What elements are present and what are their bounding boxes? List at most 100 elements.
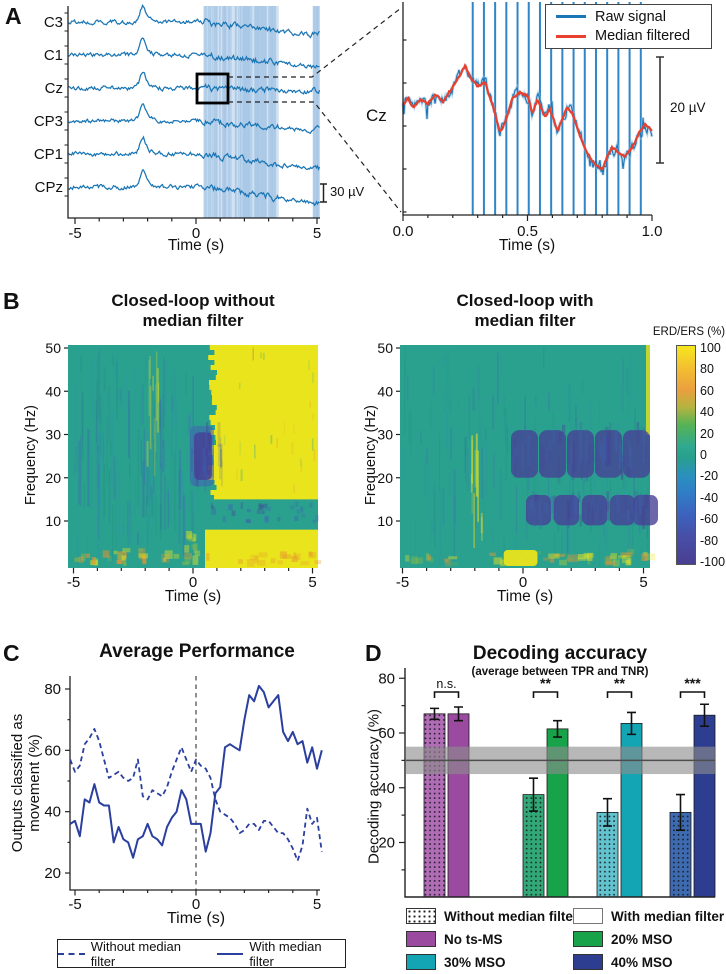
x-tick-label: -5 bbox=[68, 225, 81, 242]
panel-a-left-xlabel: Time (s) bbox=[167, 237, 225, 254]
bar-No-ts-MS-without bbox=[423, 713, 446, 898]
raw-signal-trace bbox=[402, 65, 653, 176]
x-tick-label: -5 bbox=[396, 574, 409, 591]
with-median-filter-label: With median filter bbox=[249, 938, 322, 969]
ers-saturated-region bbox=[206, 345, 318, 500]
d-legend-without-label: Without median filter bbox=[444, 908, 579, 924]
panel-a-cz-label: Cz bbox=[366, 106, 387, 125]
panel-c-plot: -5 0 5 80 60 40 20 bbox=[44, 676, 323, 913]
with-filter-series bbox=[69, 684, 323, 859]
panel-c-axes bbox=[69, 676, 320, 891]
eeg-trace-C1 bbox=[68, 37, 320, 70]
erd-beta-blob bbox=[567, 430, 594, 478]
panel-b-left-title-line1: Closed-loop without bbox=[111, 291, 275, 310]
legend-without-median-filter: Without median filter bbox=[58, 939, 204, 969]
y-tick-label: 40 bbox=[44, 804, 61, 821]
panel-b-right-ylabel: Frequency (Hz) bbox=[363, 405, 379, 505]
error-bar bbox=[627, 711, 636, 736]
erd-alpha-blob bbox=[633, 495, 658, 526]
without-median-filter-swatch bbox=[406, 908, 436, 924]
mso20-swatch bbox=[573, 931, 603, 947]
channel-label-CPz: CPz bbox=[35, 179, 63, 196]
erd-beta-blob bbox=[539, 430, 566, 478]
panel-c-ylabel-line1: Outputs classified as bbox=[9, 713, 26, 853]
y-tick-label: 80 bbox=[378, 670, 395, 687]
legend-raw-signal: Raw signal bbox=[556, 9, 711, 25]
raw-signal-halo bbox=[401, 63, 654, 176]
d-legend-20mso-label: 20% MSO bbox=[611, 931, 673, 947]
erd-beta-blob bbox=[595, 430, 622, 478]
significance-bracket bbox=[679, 691, 706, 698]
panel-c-ylabel: Outputs classified as movement (%) bbox=[9, 663, 43, 903]
colorbar bbox=[676, 345, 696, 565]
error-bar bbox=[676, 793, 685, 831]
panel-c-legend: Without median filter With median filter bbox=[57, 938, 346, 969]
solid-line-sample bbox=[216, 952, 244, 955]
y-tick-label: 80 bbox=[44, 681, 61, 698]
panel-d-label: D bbox=[365, 640, 382, 666]
zoom-connector-lines bbox=[228, 7, 402, 213]
x-tick-label: 5 bbox=[308, 574, 316, 591]
zoom-box bbox=[195, 72, 230, 105]
median-filtered-trace bbox=[401, 63, 653, 171]
x-tick-label: 0 bbox=[192, 896, 200, 913]
panel-c-ylabel-line2: movement (%) bbox=[26, 734, 43, 832]
eeg-trace-C3 bbox=[68, 3, 320, 39]
panel-b-right-title-line1: Closed-loop with bbox=[456, 291, 594, 310]
y-tick-label: 10 bbox=[45, 513, 61, 529]
scalebar-20uv bbox=[656, 56, 664, 164]
mso40-swatch bbox=[573, 954, 603, 970]
error-bar bbox=[529, 777, 538, 812]
raw-signal-line-sample bbox=[556, 15, 586, 19]
erd-alpha-blob bbox=[582, 495, 607, 526]
panel-a-scalebar-30uv-label: 30 µV bbox=[330, 184, 365, 199]
erd-alpha-blob bbox=[526, 495, 551, 526]
y-tick-label: 60 bbox=[44, 742, 61, 759]
significance-label: n.s. bbox=[436, 677, 456, 691]
panel-b-right-title: Closed-loop with median filter bbox=[395, 291, 655, 331]
error-bar bbox=[430, 707, 439, 721]
x-tick-label: 0 bbox=[189, 574, 197, 591]
panel-b-right-title-line2: median filter bbox=[474, 311, 576, 330]
d-legend-no-tsms-label: No ts-MS bbox=[444, 931, 503, 947]
panel-b-plots: -5 0 5 50 40 30 20 10 -5 0 5 50 40 30 20 10 bbox=[45, 340, 658, 591]
panel-d-title: Decoding accuracy bbox=[472, 643, 648, 664]
panel-a-legend: Raw signal Median filtered bbox=[545, 4, 712, 49]
panel-b-left-xlabel: Time (s) bbox=[164, 588, 222, 605]
dashed-line-sample bbox=[58, 952, 85, 955]
y-tick-label: 20 bbox=[45, 470, 61, 486]
eeg-trace-CPz bbox=[68, 169, 320, 207]
y-tick-label: 40 bbox=[378, 780, 395, 797]
panel-d-legend-row3: 30% MSO 40% MSO bbox=[406, 954, 673, 970]
erd-beta-blob bbox=[511, 430, 538, 478]
panel-b-left-ylabel: Frequency (Hz) bbox=[23, 405, 39, 505]
panel-b-label: B bbox=[3, 288, 20, 314]
significance-bracket bbox=[606, 691, 633, 698]
panel-c-label: C bbox=[3, 640, 20, 666]
ers-low-freq-burst bbox=[503, 550, 538, 566]
x-tick-label: 5 bbox=[313, 225, 321, 242]
panel-a-scalebar-20uv-label: 20 µV bbox=[670, 100, 706, 115]
without-filter-series bbox=[69, 728, 323, 862]
x-tick-label: 0.5 bbox=[517, 223, 538, 240]
y-tick-label: 50 bbox=[377, 340, 393, 356]
d-legend-40mso-label: 40% MSO bbox=[611, 954, 673, 970]
panel-a-right-xlabel: Time (s) bbox=[498, 237, 556, 254]
x-tick-label: 5 bbox=[313, 896, 321, 913]
channel-label-CP3: CP3 bbox=[34, 113, 63, 130]
channel-label-CP1: CP1 bbox=[34, 146, 63, 163]
x-tick-label: 1.0 bbox=[642, 223, 663, 240]
bar-40-MSO-with bbox=[693, 714, 716, 898]
mso30-swatch bbox=[406, 954, 436, 970]
error-bar bbox=[553, 719, 562, 738]
legend-median-filtered: Median filtered bbox=[556, 28, 711, 44]
panel-d-ylabel: Decoding accuracy (%) bbox=[365, 708, 383, 865]
eeg-trace-CP1 bbox=[67, 135, 321, 171]
x-tick-label: -5 bbox=[68, 896, 81, 913]
y-tick-label: 30 bbox=[377, 427, 393, 443]
eeg-trace-CP3 bbox=[68, 103, 320, 134]
significance-label: ** bbox=[540, 675, 551, 691]
erd-beta-blob bbox=[623, 430, 650, 478]
error-bar bbox=[603, 797, 612, 827]
